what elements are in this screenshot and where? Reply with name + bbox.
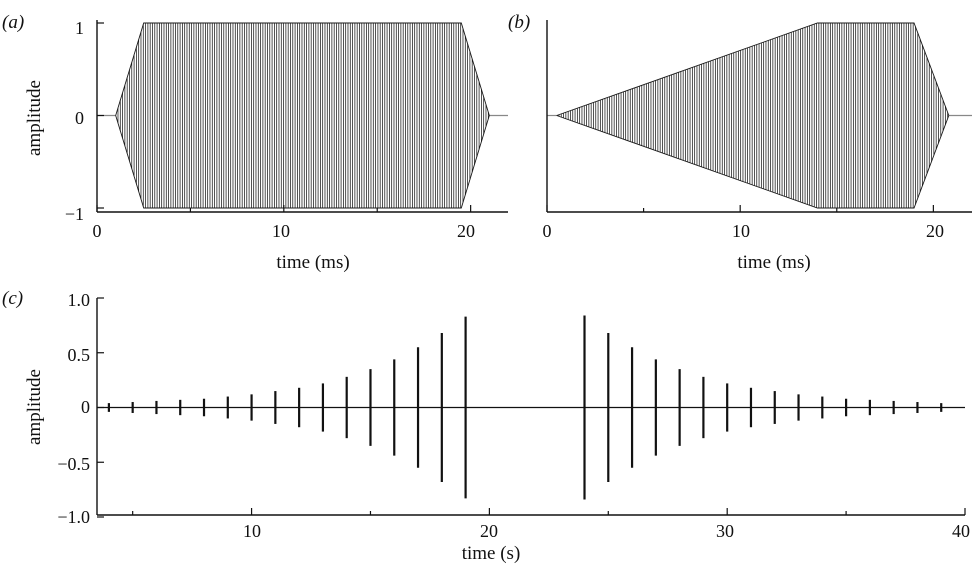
panel-b-x-axis-label: time (ms) [737, 252, 810, 273]
panel-b-waveform [547, 22, 972, 209]
panel-b: (b) 0 10 20 time (ms) [508, 12, 972, 273]
panel-c-pulse-train [97, 315, 965, 500]
panel-c-xtick-label: 20 [480, 521, 498, 541]
panel-c-xtick-label: 40 [952, 521, 970, 541]
panel-a-x-axis-label: time (ms) [276, 252, 349, 273]
panel-c-x-axis-label: time (s) [462, 543, 521, 564]
lower-envelope [115, 115, 490, 209]
panel-a-ytick-label: 1 [75, 18, 84, 38]
lower-envelope [556, 115, 950, 209]
panel-c-ytick-label: −1.0 [57, 507, 90, 527]
panel-c-ytick-label: 1.0 [68, 290, 91, 310]
panel-c-ytick-label: 0.5 [68, 345, 91, 365]
panel-c-y-axis-label: amplitude [24, 369, 45, 445]
panel-c-xtick-label: 10 [243, 521, 261, 541]
panel-c-ticks [97, 297, 966, 518]
panel-a-label: (a) [2, 12, 24, 33]
panel-a-ticks [96, 22, 472, 212]
panel-a-xtick-label: 0 [93, 221, 102, 241]
panel-b-xtick-label: 20 [926, 221, 944, 241]
panel-c-label: (c) [2, 288, 23, 309]
upper-envelope [556, 22, 950, 116]
panel-b-ticks [546, 205, 934, 212]
panel-c-ytick-label: −0.5 [57, 454, 90, 474]
panel-a-xtick-label: 10 [272, 221, 290, 241]
panel-a: (a) 0 10 20 −1 0 1 time (ms) amplitude [2, 12, 508, 273]
panel-a-ytick-label: −1 [65, 204, 84, 224]
panel-b-xtick-label: 0 [543, 221, 552, 241]
panel-a-waveform [97, 22, 508, 209]
panel-a-y-axis-label: amplitude [24, 80, 45, 156]
panel-a-ytick-label: 0 [75, 108, 84, 128]
upper-envelope [115, 22, 490, 116]
panel-c-ytick-label: 0 [81, 397, 90, 417]
panel-c: (c) −1.0 −0.5 0 0.5 1.0 10 20 30 40 time… [2, 288, 970, 564]
panel-c-xtick-label: 30 [716, 521, 734, 541]
panel-b-xtick-label: 10 [732, 221, 750, 241]
panel-a-xtick-label: 20 [457, 221, 475, 241]
panel-b-label: (b) [508, 12, 530, 33]
